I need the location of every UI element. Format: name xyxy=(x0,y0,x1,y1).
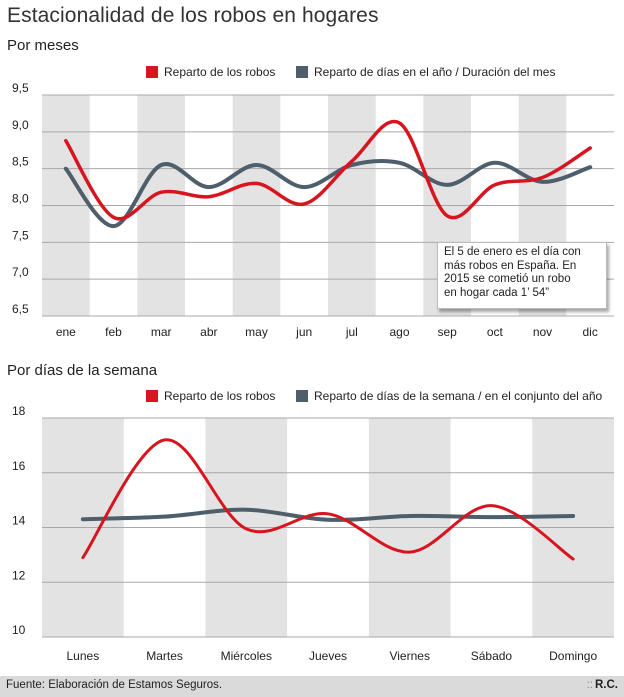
y-tick-label: 9,5 xyxy=(12,81,29,95)
x-category-label: Domingo xyxy=(549,649,597,663)
x-category-label: Miércoles xyxy=(221,649,272,663)
annotation-line: El 5 de enero es el día con xyxy=(444,246,581,258)
x-category-label: Lunes xyxy=(67,649,100,663)
chart-annotation: El 5 de enero es el día con más robos en… xyxy=(437,242,607,309)
legend-swatch xyxy=(296,66,308,78)
x-category-label: oct xyxy=(487,325,504,339)
y-tick-label: 6,5 xyxy=(12,302,29,316)
y-tick-label: 7,5 xyxy=(12,228,29,242)
legend-label: Reparto de días en el año / Duración del… xyxy=(314,65,555,79)
y-tick-label: 12 xyxy=(12,568,26,582)
x-category-label: feb xyxy=(105,325,122,339)
y-tick-label: 16 xyxy=(12,459,26,473)
x-category-label: jul xyxy=(345,325,358,339)
series-line xyxy=(63,158,593,229)
annotation-line: en hogar cada 1’ 54” xyxy=(444,286,550,299)
x-category-label: Jueves xyxy=(309,649,347,663)
weekday-chart-title: Por días de la semana xyxy=(7,362,158,379)
series-line xyxy=(64,119,592,221)
x-category-label: mar xyxy=(151,325,172,339)
x-category-label: dic xyxy=(582,325,597,339)
x-category-label: Martes xyxy=(146,649,183,663)
x-category-label: abr xyxy=(200,325,217,339)
x-category-label: Sábado xyxy=(471,649,513,663)
x-category-label: Viernes xyxy=(389,649,429,663)
credit-prefix: :: xyxy=(586,679,593,691)
main-title: Estacionalidad de los robos en hogares xyxy=(7,4,379,27)
y-tick-label: 8,0 xyxy=(12,192,29,206)
annotation-line: 2015 se cometió un robo xyxy=(444,273,571,285)
y-tick-label: 9,0 xyxy=(12,118,29,132)
x-category-label: may xyxy=(245,325,268,339)
footer-credit: :: R.C. xyxy=(587,679,618,691)
x-category-label: ago xyxy=(389,325,409,339)
y-tick-label: 18 xyxy=(12,404,26,418)
x-category-label: jun xyxy=(295,325,312,339)
credit-label: R.C. xyxy=(595,679,618,691)
legend-swatch xyxy=(296,390,308,402)
footer: Fuente: Elaboración de Estamos Seguros. … xyxy=(0,676,624,697)
x-category-label: ene xyxy=(56,325,76,339)
annotation-line: más robos en España. En xyxy=(444,259,577,272)
series-line xyxy=(80,507,576,522)
monthly-chart-title: Por meses xyxy=(7,37,79,54)
y-tick-label: 14 xyxy=(12,514,26,528)
weekday-chart: 10 12 14 16 18 Lunes Martes Miércoles Jueves Vier… xyxy=(12,389,614,663)
legend-label: Reparto de los robos xyxy=(164,65,275,79)
y-tick-label: 8,5 xyxy=(12,155,29,169)
series-line xyxy=(81,438,575,561)
legend-swatch xyxy=(146,66,158,78)
footer-source: Fuente: Elaboración de Estamos Seguros. xyxy=(6,679,223,691)
legend-swatch xyxy=(146,390,158,402)
y-tick-label: 7,0 xyxy=(12,265,29,279)
legend-label: Reparto de días de la semana / en el con… xyxy=(314,389,603,403)
y-tick-label: 10 xyxy=(12,623,26,637)
x-category-label: nov xyxy=(533,325,552,339)
legend-label: Reparto de los robos xyxy=(164,389,275,403)
x-category-label: sep xyxy=(437,325,457,339)
